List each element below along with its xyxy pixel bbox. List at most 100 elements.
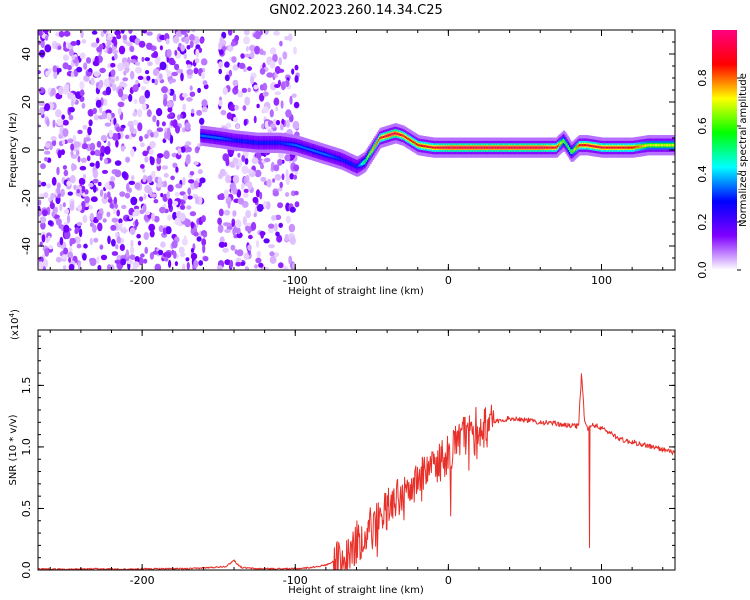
spectrogram-noise-cell: [259, 48, 264, 56]
spectrogram-signal-cell: [222, 137, 225, 140]
spectrogram-noise-cell: [186, 68, 194, 76]
spectrogram-noise-cell: [75, 227, 80, 233]
spectrogram-signal-cell: [407, 137, 410, 140]
spectrogram-noise-cell: [81, 39, 87, 44]
spectrogram-noise-cell: [124, 192, 131, 199]
spectrogram-noise-cell: [218, 241, 226, 248]
spectrogram-noise-cell: [128, 187, 132, 193]
spectrogram-signal-cell: [259, 141, 262, 144]
spectrogram-noise-cell: [264, 91, 269, 97]
spectrogram-noise-cell: [152, 250, 159, 255]
spectrogram-noise-cell: [134, 208, 140, 217]
spectrogram-noise-cell: [259, 84, 265, 91]
spectrogram-signal-cell: [450, 146, 453, 149]
spectrogram-noise-cell: [262, 106, 269, 114]
spectrogram-noise-cell: [219, 193, 225, 201]
spectrogram-noise-cell: [250, 75, 255, 85]
spectrogram-noise-cell: [63, 30, 71, 37]
spectrogram-noise-cell: [49, 202, 55, 210]
spectrogram-signal-cell: [320, 152, 323, 155]
spectrogram-noise-cell: [280, 100, 284, 109]
spectrogram-signal-cell: [578, 144, 581, 147]
spectrogram-signal-cell: [534, 146, 537, 149]
spectrogram-signal-cell: [455, 146, 458, 149]
spectrogram-signal-cell: [223, 137, 226, 140]
spectrogram-noise-cell: [50, 87, 56, 96]
spectrogram-signal-cell: [555, 146, 558, 149]
spectrogram-noise-cell: [78, 177, 86, 186]
spectrogram-signal-cell: [244, 140, 247, 143]
spectrogram-signal-cell: [462, 146, 465, 149]
spectrogram-noise-cell: [139, 209, 145, 215]
spectrogram-noise-cell: [142, 168, 146, 173]
spectrogram-noise-cell: [172, 93, 177, 102]
spectrogram-noise-cell: [242, 216, 247, 226]
spectrogram-noise-cell: [125, 134, 130, 140]
spectrogram-signal-cell: [227, 138, 230, 141]
spectrogram-noise-cell: [167, 214, 172, 221]
spectrogram-noise-cell: [46, 118, 50, 127]
spectrogram-noise-cell: [111, 217, 119, 223]
spectrogram-noise-cell: [160, 241, 166, 248]
spectrogram-signal-cell: [559, 143, 562, 146]
spectrogram-noise-cell: [130, 148, 135, 158]
snr-xtick-label: -200: [130, 574, 155, 587]
spectrogram-noise-cell: [76, 189, 80, 194]
spectrogram-noise-cell: [182, 263, 186, 270]
spectrogram-signal-cell: [603, 146, 606, 149]
spectrogram-noise-cell: [46, 183, 52, 189]
spectrogram-noise-cell: [175, 166, 179, 173]
spectrogram-signal-cell: [665, 144, 668, 147]
spectrogram-signal-cell: [567, 146, 570, 149]
spectrogram-noise-cell: [63, 247, 69, 255]
spectrogram-noise-cell: [268, 244, 275, 249]
spectrogram-signal-cell: [493, 146, 496, 149]
spectrogram-noise-cell: [284, 192, 290, 197]
spectrogram-signal-cell: [233, 139, 236, 142]
spectrogram-noise-cell: [174, 63, 180, 71]
spectrogram-noise-cell: [245, 225, 250, 232]
spectrogram-noise-cell: [279, 181, 284, 189]
spectrogram-signal-cell: [458, 146, 461, 149]
spectrogram-noise-cell: [106, 211, 111, 218]
spectrogram-noise-cell: [201, 99, 208, 107]
spectrogram-noise-cell: [235, 261, 242, 267]
spectrogram-noise-cell: [188, 179, 195, 184]
spectrogram-signal-cell: [353, 164, 356, 167]
spectrogram-noise-cell: [236, 249, 244, 257]
spectrogram-noise-cell: [186, 64, 192, 69]
spectrogram-noise-cell: [263, 157, 271, 163]
spectrogram-noise-cell: [274, 66, 281, 74]
spectrogram-signal-cell: [453, 146, 457, 149]
spectrogram-signal-cell: [526, 146, 529, 149]
spectrogram-noise-cell: [130, 239, 134, 247]
spectrogram-noise-cell: [176, 68, 184, 74]
spectrogram-noise-cell: [185, 60, 191, 65]
spectrogram-signal-cell: [649, 144, 653, 147]
spectrogram-noise-cell: [84, 137, 91, 142]
spectrogram-signal-cell: [362, 162, 365, 165]
spectrogram-noise-cell: [154, 263, 162, 270]
spectrogram-signal-cell: [219, 137, 223, 140]
spectrogram-noise-cell: [99, 67, 106, 74]
spectrogram-signal-cell: [660, 144, 664, 147]
spectrogram-noise-cell: [130, 45, 135, 53]
spectrogram-noise-cell: [224, 209, 231, 216]
spectrogram-noise-cell: [269, 109, 274, 118]
spectrogram-noise-cell: [143, 258, 148, 264]
spectrogram-noise-cell: [94, 55, 99, 65]
spectrogram-noise-cell: [38, 30, 43, 36]
spectrogram-noise-cell: [144, 246, 148, 254]
spectrogram-noise-cell: [185, 141, 192, 146]
spectrogram-noise-cell: [159, 206, 166, 214]
spectrogram-signal-cell: [614, 146, 617, 149]
spectrogram-noise-cell: [256, 203, 264, 212]
spectrogram-signal-cell: [325, 153, 328, 156]
spectrogram-noise-cell: [102, 218, 107, 223]
spectrogram-noise-cell: [50, 192, 55, 200]
spectrogram-signal-cell: [206, 135, 209, 138]
spectrogram-noise-cell: [115, 75, 119, 82]
spectrogram-noise-cell: [187, 187, 192, 196]
spectrogram-signal-cell: [393, 132, 397, 135]
